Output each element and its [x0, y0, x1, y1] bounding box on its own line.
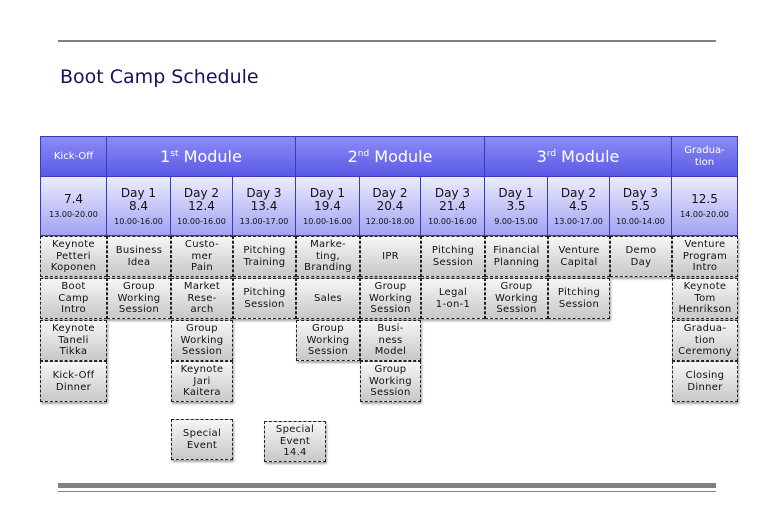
module-header: Kick-Off	[40, 136, 107, 177]
bottom-rule-thick	[58, 483, 716, 488]
special-event-cell: Special Event	[171, 419, 233, 460]
module-header: Gradua- tion	[672, 136, 738, 177]
module-header: 1st Module	[107, 136, 296, 177]
session-cell: Legal 1-on-1	[421, 278, 485, 319]
day-date: 7.4	[63, 192, 84, 206]
day-date: Day 1 8.4	[120, 185, 157, 213]
session-cell: Pitching Session	[233, 278, 296, 319]
session-cell: Keynote Taneli Tikka	[40, 320, 107, 361]
module-header-label: Gradua- tion	[684, 145, 724, 169]
day-time: 13.00-17.00	[554, 216, 603, 226]
session-cell: Keynote Jari Kaitera	[171, 361, 233, 402]
day-header: Day 1 8.4 10.00-16.00	[107, 177, 171, 236]
module-label: Module	[178, 147, 242, 166]
day-header: Day 2 4.5 13.00-17.00	[548, 177, 610, 236]
day-time: 10.00-16.00	[303, 216, 352, 226]
module-ordinal: nd	[357, 149, 370, 159]
day-time: 10.00-16.00	[428, 216, 477, 226]
special-event-cell: Special Event 14.4	[264, 421, 326, 462]
day-time: 10.00-14.00	[616, 216, 665, 226]
day-header: Day 3 5.5 10.00-14.00	[610, 177, 672, 236]
day-date: Day 3 13.4	[246, 185, 282, 213]
session-cell: Group Working Session	[171, 320, 233, 361]
day-date: Day 1 3.5	[498, 185, 534, 213]
day-time: 13.00-20.00	[49, 210, 98, 219]
session-cell: Group Working Session	[485, 278, 548, 319]
session-cell: Sales	[296, 278, 360, 319]
day-time: 10.00-16.00	[114, 216, 163, 226]
session-cell: IPR	[360, 236, 421, 277]
day-header: Day 2 20.4 12.00-18.00	[360, 177, 421, 236]
day-header: Day 1 3.5 9.00-15.00	[485, 177, 548, 236]
session-cell: Group Working Session	[360, 361, 421, 402]
session-cell: Kick-Off Dinner	[40, 361, 107, 402]
session-cell: Group Working Session	[296, 320, 360, 361]
session-cell: Market Rese- arch	[171, 278, 233, 319]
top-rule	[58, 40, 716, 42]
day-date: Day 2 12.4	[183, 185, 220, 213]
session-cell: Keynote Tom Henrikson	[672, 278, 738, 319]
session-cell: Closing Dinner	[672, 361, 738, 402]
session-cell: Keynote Petteri Koponen	[40, 236, 107, 277]
session-cell: Venture Capital	[548, 236, 610, 277]
day-header: Day 3 21.4 10.00-16.00	[421, 177, 485, 236]
module-label: Kick-Off	[53, 150, 94, 162]
day-time: 10.00-16.00	[177, 216, 226, 226]
page-title: Boot Camp Schedule	[60, 66, 259, 88]
bottom-rule-thin	[58, 491, 716, 492]
module-number: 3	[536, 147, 547, 166]
day-header: Day 1 19.4 10.00-16.00	[296, 177, 360, 236]
session-cell: Group Working Session	[360, 278, 421, 319]
day-header: 12.5 14.00-20.00	[672, 177, 738, 236]
session-cell: Pitching Session	[548, 278, 610, 319]
day-date: Day 3 21.4	[434, 185, 471, 213]
session-cell: Financial Planning	[485, 236, 548, 277]
day-header: Day 3 13.4 13.00-17.00	[233, 177, 296, 236]
session-cell: Custo- mer Pain	[171, 236, 233, 277]
session-cell: Venture Program Intro	[672, 236, 738, 277]
session-cell: Group Working Session	[107, 278, 171, 319]
day-time: 13.00-17.00	[239, 216, 289, 226]
module-header-label: 1st Module	[160, 147, 242, 166]
module-header-label: Kick-Off	[54, 151, 93, 163]
day-date: Day 2 4.5	[560, 185, 597, 213]
session-cell: Gradua- tion Ceremony	[672, 320, 738, 361]
session-cell: Pitching Training	[233, 236, 296, 277]
module-label: Gradua- tion	[684, 144, 725, 168]
session-cell: Busi- ness Model	[360, 320, 421, 361]
module-header: 2nd Module	[296, 136, 485, 177]
day-date: Day 2 20.4	[372, 185, 408, 213]
day-header: 7.4 13.00-20.00	[40, 177, 107, 236]
module-ordinal: rd	[546, 149, 557, 159]
module-header-label: 2nd Module	[348, 147, 433, 166]
module-header-label: 3rd Module	[537, 147, 620, 166]
module-label: Module	[556, 147, 620, 166]
day-time: 14.00-20.00	[680, 210, 729, 219]
day-time: 9.00-15.00	[494, 216, 538, 226]
day-date: 12.5	[691, 192, 718, 206]
session-cell: Business Idea	[107, 236, 171, 277]
session-cell: Pitching Session	[421, 236, 485, 277]
session-cell: Boot Camp Intro	[40, 278, 107, 319]
day-date: Day 3 5.5	[622, 185, 659, 213]
module-number: 1	[160, 147, 171, 166]
session-cell: Marke- ting, Branding	[296, 236, 360, 277]
module-label: Module	[369, 147, 433, 166]
session-cell: Demo Day	[610, 236, 672, 277]
module-header: 3rd Module	[485, 136, 672, 177]
day-time: 12.00-18.00	[365, 216, 415, 226]
day-date: Day 1 19.4	[309, 185, 346, 213]
module-number: 2	[347, 147, 358, 166]
module-ordinal: st	[170, 149, 179, 159]
day-header: Day 2 12.4 10.00-16.00	[171, 177, 233, 236]
